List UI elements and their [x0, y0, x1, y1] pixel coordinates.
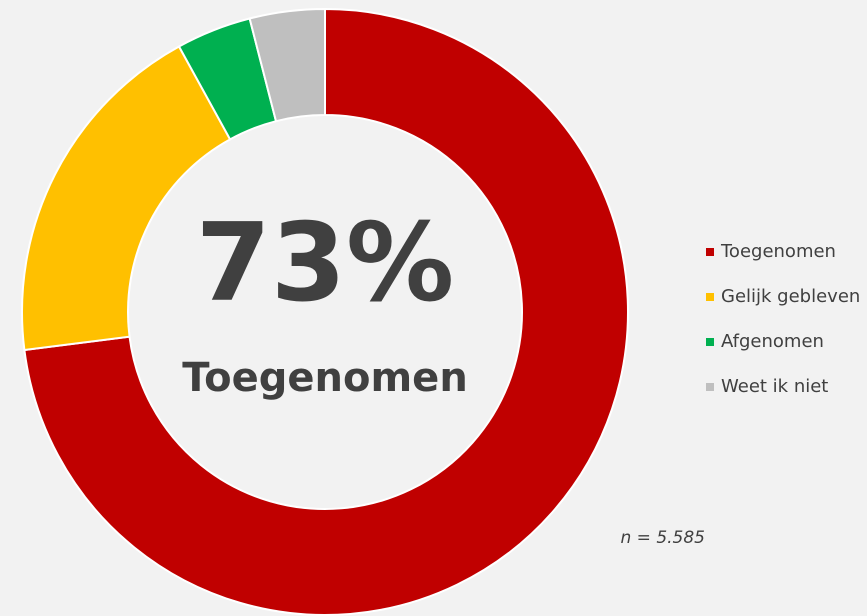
legend-marker: [706, 383, 714, 391]
slice: [23, 7, 629, 616]
legend-marker: [706, 293, 714, 301]
annotation: n = 5.585: [621, 528, 706, 548]
legend-marker: [706, 338, 714, 346]
legend-label: Weet ik niet: [721, 376, 828, 397]
donut: [21, 7, 629, 616]
legend: Toegenomen Gelijk gebleven Afgenomen Weet i…: [706, 241, 860, 397]
legend-label: Gelijk gebleven: [721, 286, 860, 307]
legend-label: Toegenomen: [720, 241, 836, 262]
legend-marker: [706, 248, 714, 256]
legend-label: Afgenomen: [721, 331, 824, 352]
slice: [248, 7, 326, 123]
center-value: 73%: [196, 201, 455, 326]
center-label: Toegenomen: [182, 355, 468, 401]
